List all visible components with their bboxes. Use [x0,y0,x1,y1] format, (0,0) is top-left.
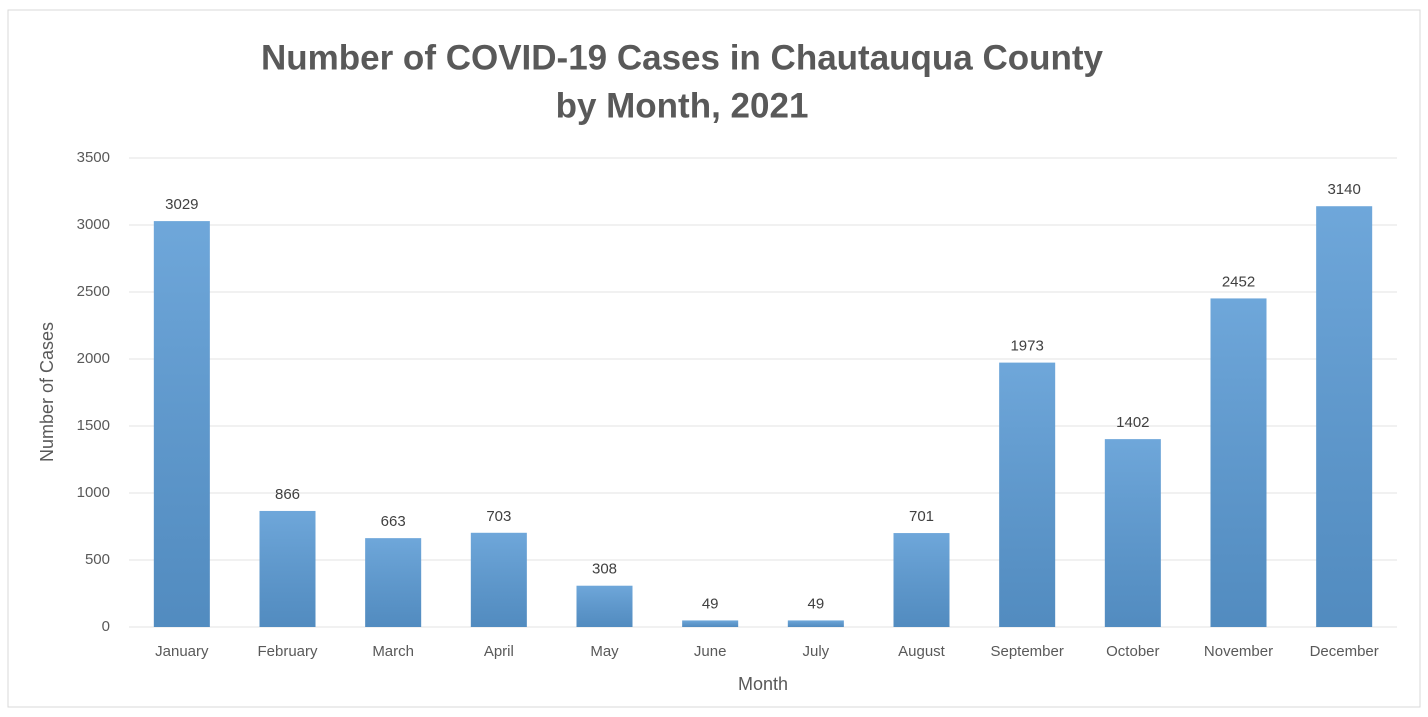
data-label: 866 [275,486,300,503]
bar-shade [787,620,844,627]
y-tick-label: 1500 [77,417,110,434]
bar-shade [470,532,527,627]
x-tick-label: May [590,643,619,660]
data-label: 49 [702,595,719,612]
data-label: 1402 [1116,414,1149,431]
x-tick-label: July [802,643,829,660]
bar-shade [1104,439,1161,627]
x-tick-label: November [1204,643,1273,660]
bar-shade [682,620,739,627]
x-tick-label: December [1310,643,1379,660]
bar-shade [1210,298,1267,627]
data-label: 49 [807,595,824,612]
x-tick-label: September [990,643,1063,660]
x-tick-label: October [1106,643,1159,660]
y-tick-label: 3000 [77,216,110,233]
y-axis-title: Number of Cases [37,322,57,462]
data-label: 2452 [1222,273,1255,290]
y-tick-label: 2500 [77,283,110,300]
x-axis-title: Month [738,674,788,694]
y-tick-label: 500 [85,551,110,568]
bar-shade [893,533,950,627]
data-label: 701 [909,508,934,525]
y-tick-label: 1000 [77,484,110,501]
x-tick-label: January [155,643,209,660]
chart-title: by Month, 2021 [556,86,809,125]
x-tick-label: March [372,643,414,660]
bar-shade [153,221,210,627]
data-label: 3029 [165,196,198,213]
y-tick-label: 3500 [77,149,110,166]
y-tick-label: 2000 [77,350,110,367]
bar-shade [365,538,422,627]
x-tick-label: June [694,643,727,660]
y-tick-label: 0 [102,618,110,635]
bar-shade [999,362,1056,627]
bar-shade [576,585,633,627]
data-label: 3140 [1327,181,1360,198]
x-tick-label: April [484,643,514,660]
data-label: 663 [381,513,406,530]
bar-shade [1316,206,1373,628]
data-label: 308 [592,561,617,578]
data-label: 703 [486,508,511,525]
bar-shade [259,510,316,627]
data-label: 1973 [1010,338,1043,355]
x-tick-label: February [257,643,318,660]
x-tick-label: August [898,643,946,660]
chart-title: Number of COVID-19 Cases in Chautauqua C… [261,38,1104,77]
